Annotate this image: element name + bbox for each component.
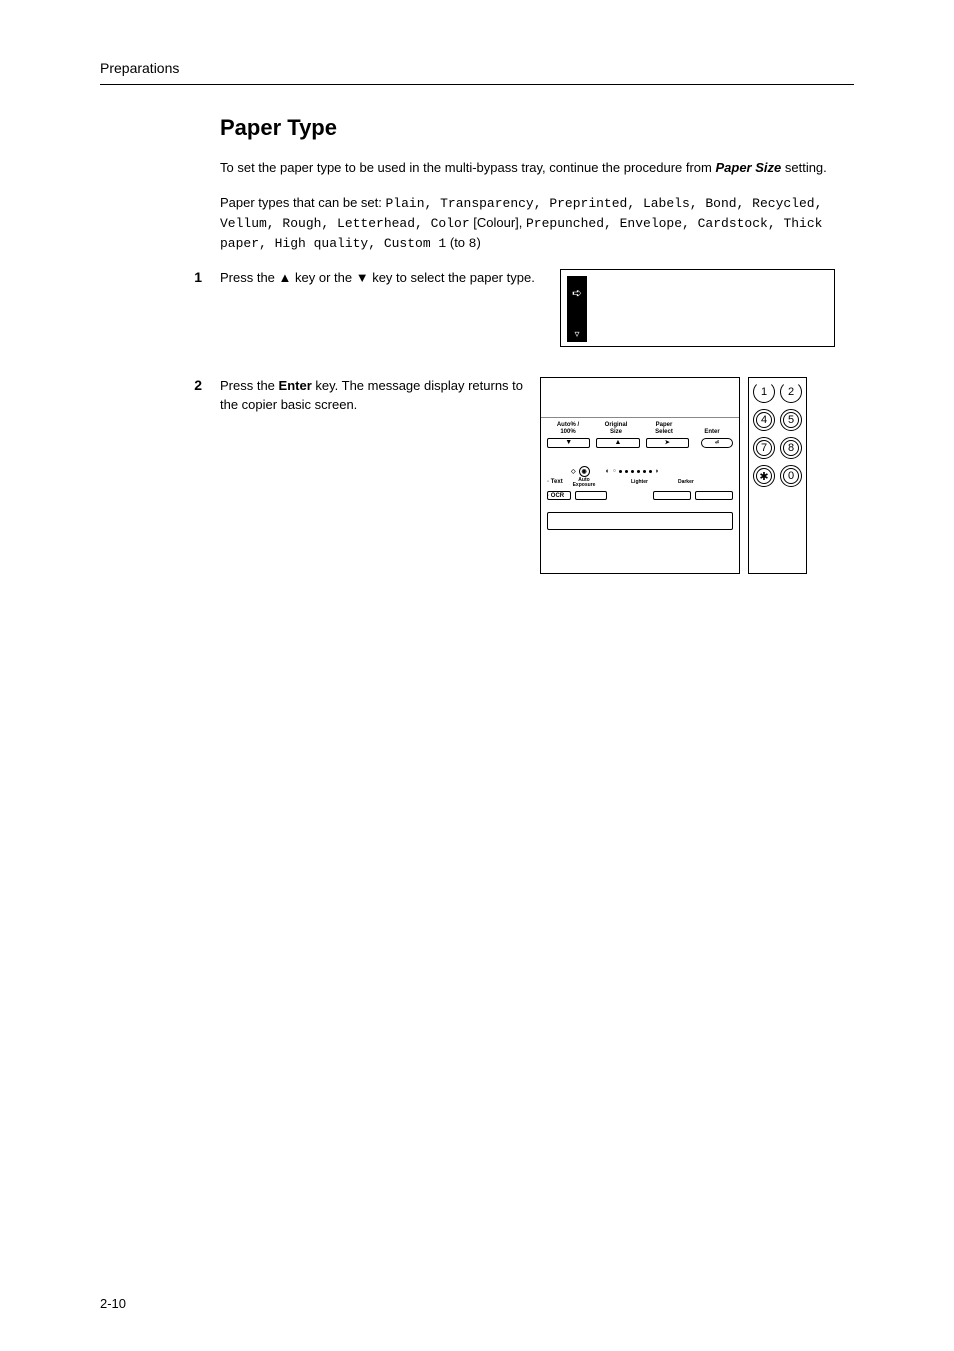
key-star[interactable]: ✱ <box>753 465 775 487</box>
scale-dot: ○ <box>613 468 616 474</box>
lcd-right-arrow-icon: ➪ <box>567 276 587 309</box>
panel-small-button[interactable] <box>653 491 691 500</box>
scale-dot <box>643 470 646 473</box>
chapter-label: Preparations <box>100 60 179 76</box>
auto-exposure-label: Auto Exposure <box>569 478 599 489</box>
step1-mid: key or the <box>291 270 355 285</box>
enter-label: Enter <box>691 429 733 436</box>
panel-small-button[interactable] <box>695 491 733 500</box>
key-2[interactable]: 2 <box>780 381 802 403</box>
lighter-label: Lighter <box>631 479 648 485</box>
exposure-dial[interactable]: ◉ <box>579 466 590 477</box>
intro-paragraph: To set the paper type to be used in the … <box>220 159 854 178</box>
numeric-keypad: 1 2 4 5 7 8 ✱ 0 <box>748 377 807 574</box>
scale-dot <box>637 470 640 473</box>
intro-text-before: To set the paper type to be used in the … <box>220 160 715 175</box>
text-mode-label: ◦ Text <box>547 476 564 489</box>
types-tail: (to <box>446 235 468 250</box>
darker-label: Darker <box>678 479 694 485</box>
panel-large-button[interactable] <box>547 512 733 530</box>
panel-main: Auto% / 100% Original Size Paper Select … <box>540 377 740 574</box>
lighter-icon: ◐ <box>606 468 610 475</box>
step1-text: Press the ▲ key or the ▼ key to select t… <box>220 269 560 347</box>
diamond-icon: ◇ <box>571 468 576 475</box>
auto100-button[interactable] <box>547 438 590 448</box>
key-7[interactable]: 7 <box>753 437 775 459</box>
scale-dot <box>625 470 628 473</box>
intro-ref: Paper Size <box>715 160 781 175</box>
key-0[interactable]: 0 <box>780 465 802 487</box>
step1-pre: Press the <box>220 270 279 285</box>
types-close: ) <box>476 235 480 250</box>
darker-icon: ◗ <box>655 468 659 475</box>
enter-button[interactable]: ⏎ <box>701 438 733 448</box>
scale-dot <box>631 470 634 473</box>
types-bracket: [Colour], <box>470 215 526 230</box>
intro-text-after: setting. <box>781 160 827 175</box>
lcd-display-figure: ➪ ▿ <box>560 269 835 347</box>
auto100-label: Auto% / 100% <box>547 422 589 435</box>
control-panel-figure: Auto% / 100% Original Size Paper Select … <box>540 377 807 574</box>
paper-select-button[interactable] <box>646 438 689 448</box>
types-paragraph: Paper types that can be set: Plain, Tran… <box>220 194 854 254</box>
scale-dot <box>619 470 622 473</box>
page-number: 2-10 <box>100 1296 126 1311</box>
ocr-mode-label: ◦ OCR <box>547 490 564 503</box>
up-arrow-icon: ▲ <box>279 270 292 285</box>
down-arrow-icon: ▼ <box>356 270 369 285</box>
step-number: 2 <box>180 377 220 393</box>
key-4[interactable]: 4 <box>753 409 775 431</box>
paper-select-label: Paper Select <box>643 422 685 435</box>
key-8[interactable]: 8 <box>780 437 802 459</box>
lcd-down-arrow-icon: ▿ <box>567 309 587 342</box>
key-5[interactable]: 5 <box>780 409 802 431</box>
step2-text: Press the Enter key. The message display… <box>220 377 540 574</box>
enter-key-label: Enter <box>279 378 312 393</box>
types-lead: Paper types that can be set: <box>220 195 386 210</box>
step2-pre: Press the <box>220 378 279 393</box>
step1-post: key to select the paper type. <box>369 270 535 285</box>
original-size-button[interactable] <box>596 438 639 448</box>
panel-small-button[interactable] <box>575 491 607 500</box>
scale-dot <box>649 470 652 473</box>
key-1[interactable]: 1 <box>753 381 775 403</box>
section-title: Paper Type <box>220 115 854 141</box>
step-number: 1 <box>180 269 220 285</box>
original-size-label: Original Size <box>595 422 637 435</box>
